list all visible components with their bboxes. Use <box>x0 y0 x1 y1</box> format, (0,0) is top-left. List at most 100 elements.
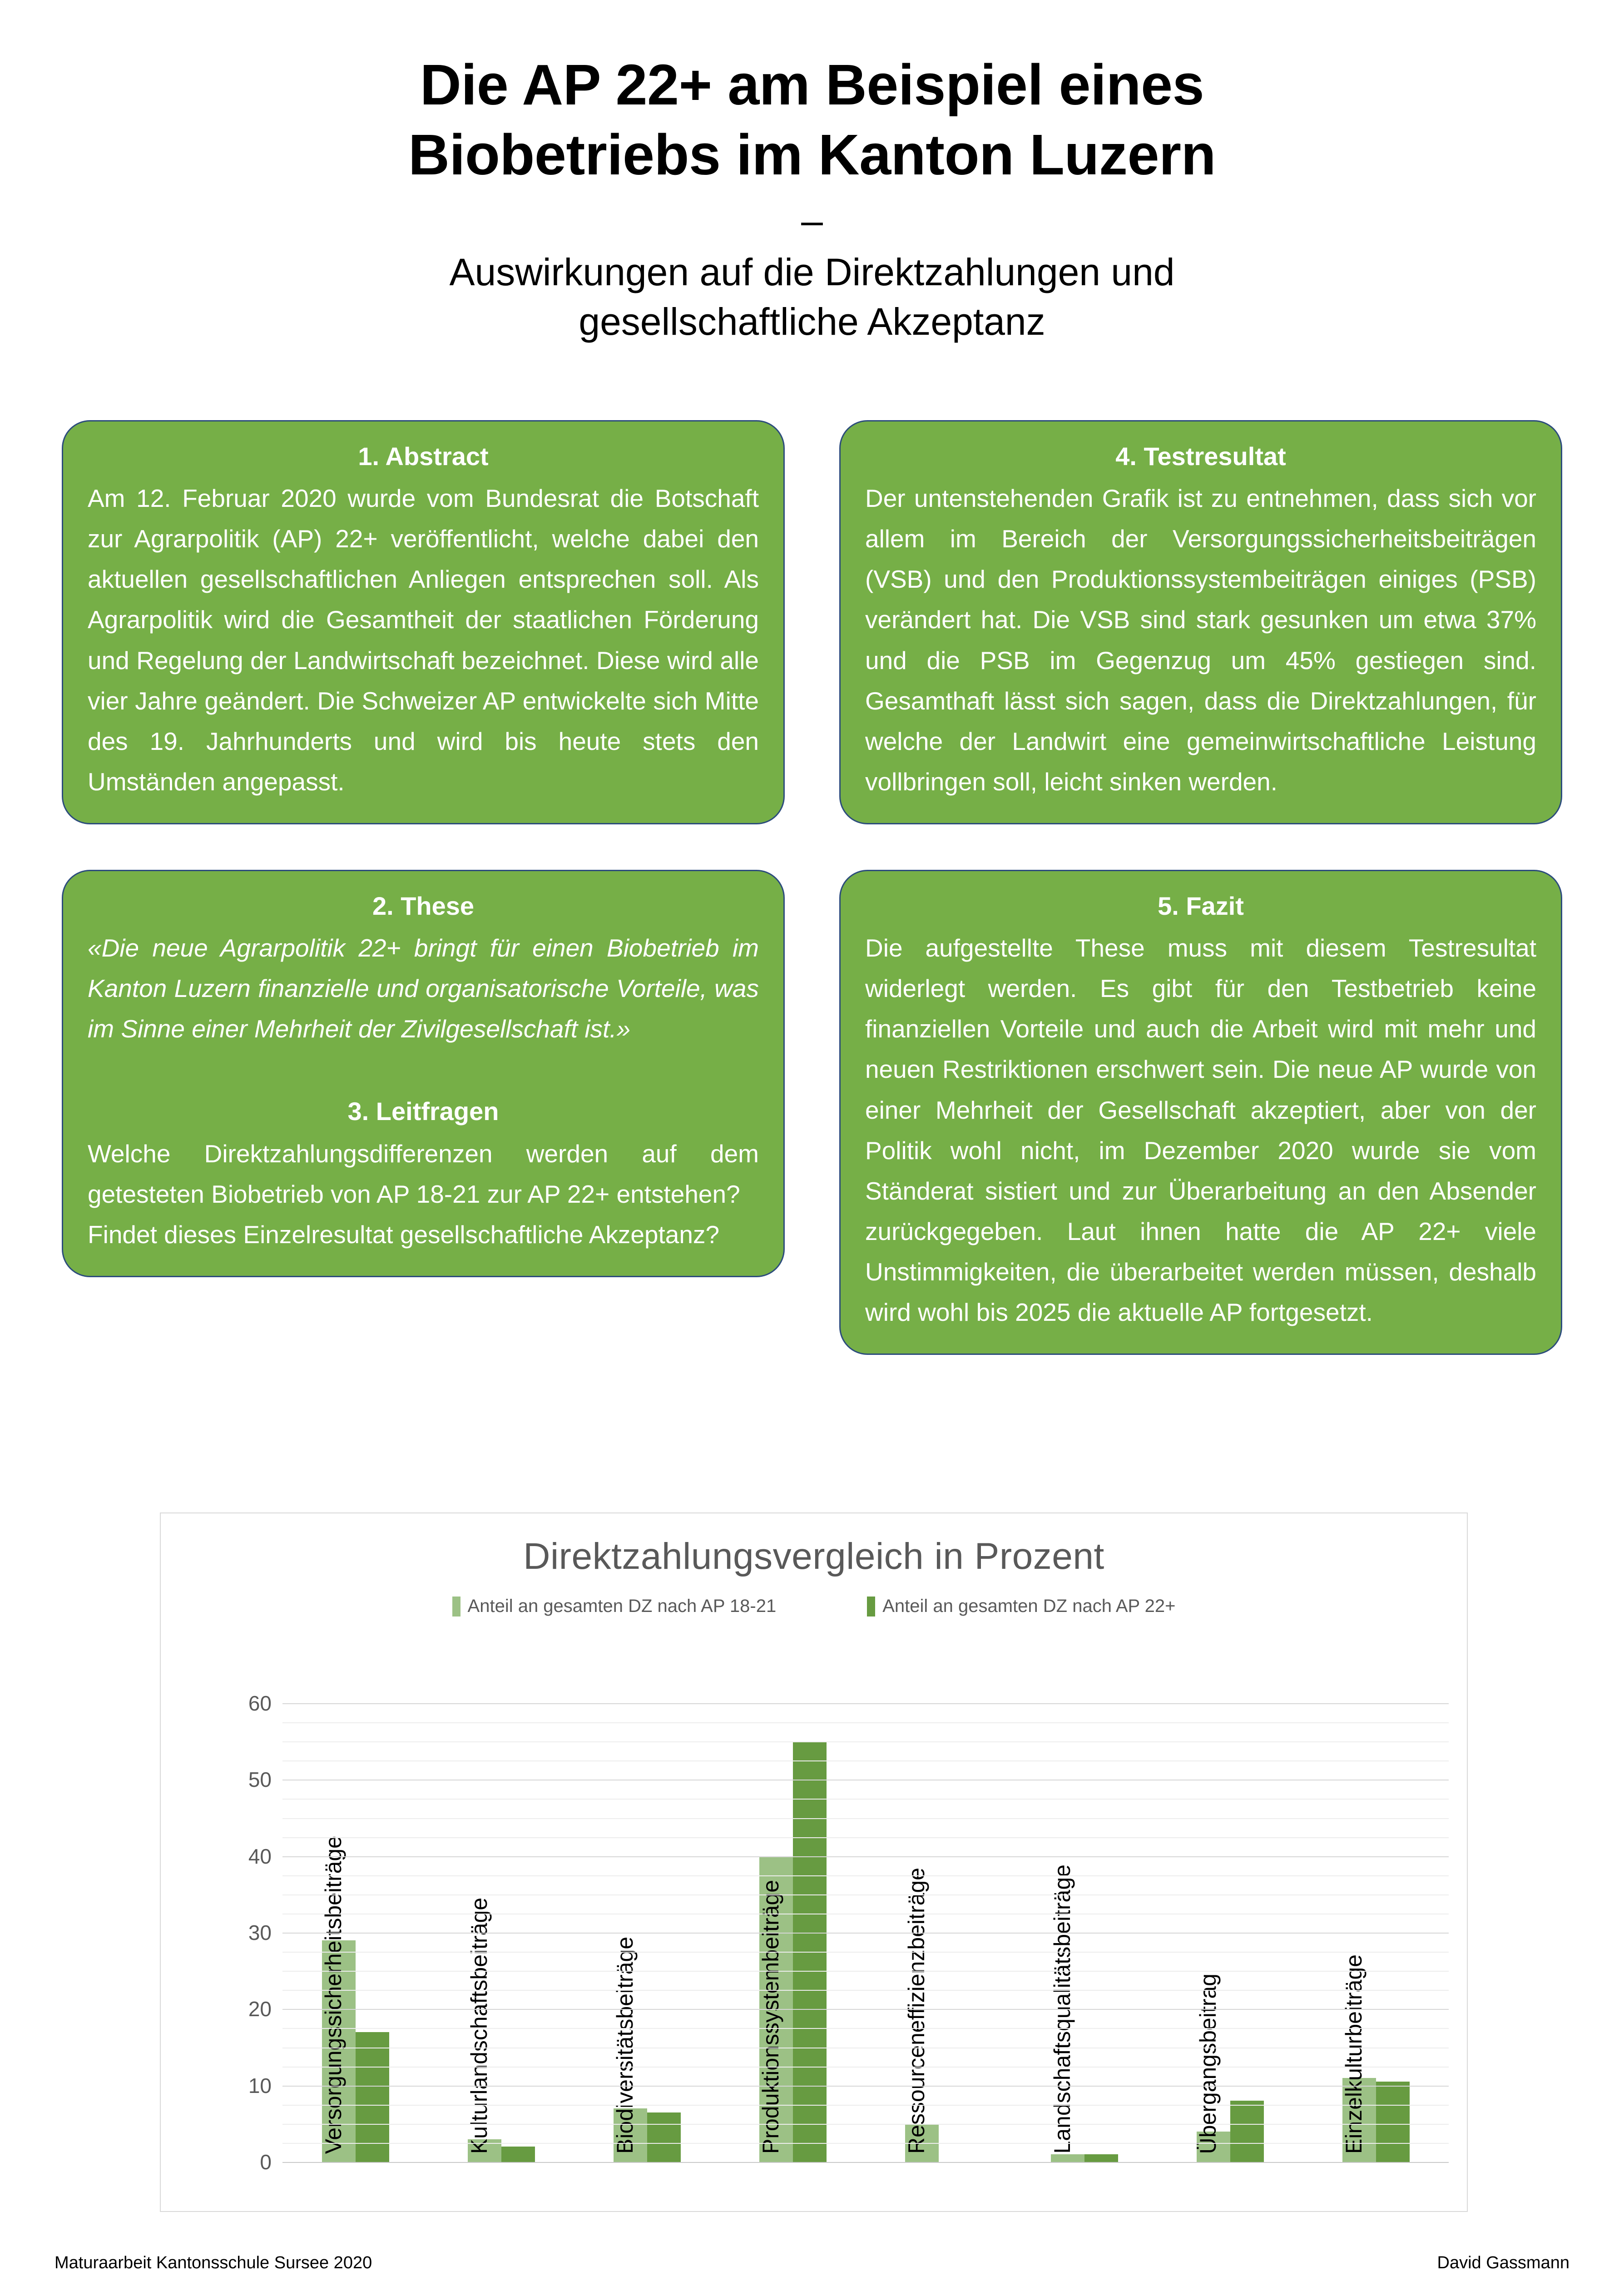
legend-swatch-icon-light <box>452 1596 460 1616</box>
chart-bar <box>1342 2078 1376 2162</box>
card-fazit-body: Die aufgestellte These muss mit diesem T… <box>865 934 1536 1326</box>
chart-y-tick-label: 10 <box>248 2073 272 2097</box>
chart-category-label: Ressourceneffizienzbeiträge <box>903 1867 929 2154</box>
chart-bar <box>1376 2082 1410 2162</box>
chart-bar-group: Einzelkulturbeiträge <box>1303 1703 1449 2162</box>
chart-gridline <box>282 2142 1449 2144</box>
title-line-2: Biobetriebs im Kanton Luzern <box>408 122 1216 187</box>
chart-gridline <box>282 1990 1449 1991</box>
card-these-leitfragen: 2. These «Die neue Agrarpolitik 22+ brin… <box>62 869 785 1277</box>
right-column: 4. Testresultat Der untenstehenden Grafi… <box>839 420 1562 1355</box>
chart-gridline <box>282 1760 1449 1762</box>
chart-category-label-wrap: Ressourceneffizienzbeiträge <box>904 1868 939 2154</box>
chart-gridline <box>282 2162 1449 2163</box>
chart-category-label: Übergangsbeitrag <box>1195 1973 1221 2154</box>
chart-category-label: Biodiversitätsbeiträge <box>612 1936 638 2154</box>
chart-plot: 0 10 20 30 40 50 60 Versorgungssicherheitsbeit… <box>229 1693 1449 2184</box>
card-leitfragen-heading: 3. Leitfragen <box>347 1097 499 1126</box>
chart-gridline <box>282 2085 1449 2087</box>
chart-category-label: Kulturlandschaftsbeiträge <box>466 1897 492 2154</box>
chart-gridline <box>282 2104 1449 2106</box>
card-leitfragen-question-2: Findet dieses Einzelresultat gesellschaf… <box>88 1220 720 1249</box>
card-fazit: 5. Fazit Die aufgestellte These muss mit… <box>839 869 1562 1355</box>
card-abstract-body: Am 12. Februar 2020 wurde vom Bundesrat … <box>88 484 759 796</box>
chart-gridline <box>282 2009 1449 2010</box>
chart-bar-group: Übergangsbeitrag <box>1157 1703 1303 2162</box>
left-column: 1. Abstract Am 12. Februar 2020 wurde vo… <box>62 420 785 1277</box>
chart-y-tick-label: 30 <box>248 1921 272 1944</box>
chart-gridline <box>282 1818 1449 1819</box>
chart-gridline <box>282 1971 1449 1972</box>
chart-bar <box>1196 2131 1230 2162</box>
chart-plot-area: Versorgungssicherheitsbeiträge Kulturland… <box>282 1703 1449 2163</box>
chart-category-label-wrap: Versorgungssicherheitsbeiträge <box>321 1836 356 2154</box>
content-grid: 1. Abstract Am 12. Februar 2020 wurde vo… <box>62 420 1562 1355</box>
subtitle-line-1: Auswirkungen auf die Direktzahlungen und <box>449 250 1175 293</box>
legend-swatch-icon-dark <box>867 1596 876 1616</box>
chart-gridline <box>282 2066 1449 2068</box>
chart-category-label-wrap: Landschaftsqualitätsbeiträge <box>1050 1864 1084 2154</box>
chart-bar <box>1230 2101 1264 2162</box>
chart-y-tick-label: 40 <box>248 1844 272 1868</box>
chart-legend: Anteil an gesamten DZ nach AP 18-21 Ante… <box>161 1596 1467 1616</box>
chart-y-tick-label: 60 <box>248 1691 272 1715</box>
chart-category-label: Versorgungssicherheitsbeiträge <box>320 1835 346 2154</box>
card-these-heading: 2. These <box>372 891 475 920</box>
title-line-1: Die AP 22+ am Beispiel eines <box>420 53 1204 117</box>
card-leitfragen-question-1: Welche Direktzahlungsdifferenzen werden … <box>88 1139 759 1208</box>
legend-item-ap-18-21: Anteil an gesamten DZ nach AP 18-21 <box>452 1596 777 1616</box>
chart-gridline <box>282 1741 1449 1743</box>
subtitle-line-2: gesellschaftliche Akzeptanz <box>579 300 1045 343</box>
chart-gridline <box>282 1952 1449 1953</box>
content-row: 1. Abstract Am 12. Februar 2020 wurde vo… <box>62 420 1562 1355</box>
legend-label-ap-22-plus: Anteil an gesamten DZ nach AP 22+ <box>882 1596 1176 1616</box>
chart-category-label: Produktionssystembeiträge <box>758 1879 783 2154</box>
chart-gridline <box>282 1875 1449 1876</box>
chart-category-label-wrap: Übergangsbeitrag <box>1195 1973 1230 2154</box>
chart-gridline <box>282 1837 1449 1838</box>
chart-y-tick-label: 20 <box>248 1997 272 2021</box>
card-testresultat-body: Der untenstehenden Grafik ist zu entnehm… <box>865 484 1536 796</box>
chart-y-axis: 0 10 20 30 40 50 60 <box>229 1693 280 2172</box>
poster-footer: Maturaarbeit Kantonsschule Sursee 2020 D… <box>54 2253 1570 2271</box>
chart-gridline <box>282 2123 1449 2125</box>
chart-title: Direktzahlungsvergleich in Prozent <box>523 1536 1104 1577</box>
legend-item-ap-22-plus: Anteil an gesamten DZ nach AP 22+ <box>867 1596 1175 1616</box>
page-subtitle: Auswirkungen auf die Direktzahlungen und… <box>0 248 1624 347</box>
chart-bar <box>355 2032 389 2162</box>
title-separator-dash: – <box>801 199 823 243</box>
chart-bar <box>322 1940 356 2162</box>
legend-label-ap-18-21: Anteil an gesamten DZ nach AP 18-21 <box>467 1596 777 1616</box>
chart-y-tick-label: 50 <box>248 1768 272 1792</box>
chart-bar <box>647 2112 681 2162</box>
card-testresultat-heading: 4. Testresultat <box>1115 442 1286 471</box>
card-these-body: «Die neue Agrarpolitik 22+ bringt für ei… <box>88 934 759 1043</box>
chart-gridline <box>282 1799 1449 1800</box>
poster-title-block: Die AP 22+ am Beispiel eines Biobetriebs… <box>0 0 1624 347</box>
card-testresultat: 4. Testresultat Der untenstehenden Grafi… <box>839 420 1562 824</box>
chart-gridline <box>282 1894 1449 1895</box>
card-abstract: 1. Abstract Am 12. Februar 2020 wurde vo… <box>62 420 785 824</box>
chart-bar-group: Landschaftsqualitätsbeiträge <box>1011 1703 1157 2162</box>
card-abstract-heading: 1. Abstract <box>358 442 489 471</box>
chart-bar <box>1050 2154 1084 2162</box>
chart-container: Direktzahlungsvergleich in Prozent Antei… <box>160 1512 1468 2212</box>
chart-gridline <box>282 1722 1449 1724</box>
chart-gridline <box>282 1933 1449 1934</box>
card-fazit-heading: 5. Fazit <box>1158 891 1244 920</box>
chart-category-label-wrap: Produktionssystembeiträge <box>758 1880 793 2154</box>
chart-category-label-wrap: Kulturlandschaftsbeiträge <box>466 1898 501 2154</box>
chart-gridline <box>282 2028 1449 2029</box>
chart-bar <box>613 2108 647 2162</box>
chart-y-tick-label: 0 <box>260 2150 272 2174</box>
chart-bar-group: Versorgungssicherheitsbeiträge <box>282 1703 428 2162</box>
footer-left-text: Maturaarbeit Kantonsschule Sursee 2020 <box>54 2253 372 2271</box>
chart-bar <box>1084 2154 1118 2162</box>
footer-right-text: David Gassmann <box>1437 2253 1570 2271</box>
page-title: Die AP 22+ am Beispiel eines Biobetriebs… <box>0 50 1624 189</box>
chart-bar <box>501 2147 535 2162</box>
chart-bar-group: Biodiversitätsbeiträge <box>574 1703 720 2162</box>
chart-gridline <box>282 1856 1449 1857</box>
chart-category-label-wrap: Einzelkulturbeiträge <box>1341 1954 1376 2154</box>
